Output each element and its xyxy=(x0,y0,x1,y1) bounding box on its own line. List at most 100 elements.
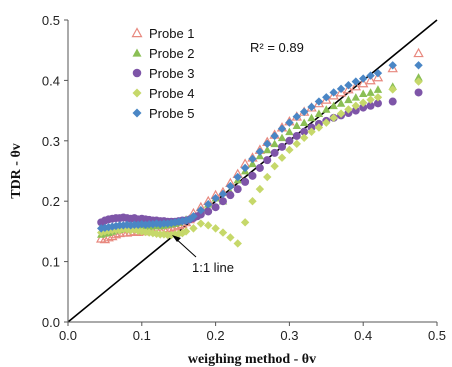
y-tick-label: 0.4 xyxy=(42,73,60,88)
data-point xyxy=(366,88,375,96)
data-point xyxy=(277,153,287,162)
y-tick-label: 0.0 xyxy=(42,315,60,330)
data-point xyxy=(204,200,213,209)
data-point xyxy=(248,197,257,206)
data-point xyxy=(366,71,375,80)
data-point xyxy=(211,203,220,212)
x-tick-label: 0.5 xyxy=(428,328,446,343)
legend-item-probe-1: Probe 1 xyxy=(131,26,195,41)
legend-marker-icon xyxy=(132,68,142,78)
legend-label: Probe 1 xyxy=(149,26,195,41)
data-point xyxy=(299,118,309,127)
data-point xyxy=(226,233,235,242)
data-point xyxy=(285,127,294,136)
data-point xyxy=(270,139,279,148)
legend-item-probe-5: Probe 5 xyxy=(132,106,195,121)
data-point xyxy=(204,207,213,216)
data-point xyxy=(292,112,301,121)
data-point xyxy=(100,223,110,232)
data-point xyxy=(350,81,362,91)
data-point xyxy=(329,113,338,123)
data-point xyxy=(299,133,309,142)
data-point xyxy=(204,221,213,230)
data-point xyxy=(322,118,331,127)
legend: Probe 1 Probe 2 Probe 3 Probe 4 Probe 5 xyxy=(131,26,195,121)
data-point xyxy=(351,93,361,101)
data-point xyxy=(388,85,397,94)
data-point xyxy=(255,184,265,194)
data-point xyxy=(373,93,383,102)
legend-label: Probe 2 xyxy=(149,46,195,61)
data-point xyxy=(218,197,227,206)
data-point xyxy=(414,73,423,81)
data-point xyxy=(366,95,375,104)
data-point xyxy=(233,185,242,194)
data-point xyxy=(285,145,294,155)
data-point xyxy=(388,61,397,70)
data-point xyxy=(196,210,205,219)
data-point xyxy=(366,101,375,110)
y-axis-title: TDR - θv xyxy=(9,143,24,199)
legend-item-probe-2: Probe 2 xyxy=(132,46,195,61)
data-point xyxy=(314,123,324,132)
data-point xyxy=(322,93,331,102)
series-probe-1 xyxy=(95,47,424,244)
one-to-one-line xyxy=(67,19,438,323)
data-point xyxy=(144,228,154,237)
data-point xyxy=(351,101,361,110)
data-point xyxy=(97,224,106,233)
data-point xyxy=(372,71,384,82)
data-point xyxy=(335,87,347,97)
data-point xyxy=(263,172,272,182)
data-point xyxy=(307,127,316,136)
data-point xyxy=(255,147,265,156)
data-point xyxy=(387,62,398,73)
x-tick-label: 0.4 xyxy=(354,328,372,343)
data-point xyxy=(240,163,250,173)
data-point xyxy=(328,90,339,100)
data-point xyxy=(414,88,423,97)
data-point xyxy=(226,181,235,191)
data-point xyxy=(181,227,191,236)
data-point xyxy=(240,218,250,227)
data-point xyxy=(189,224,198,233)
arrow-head-icon xyxy=(172,235,181,242)
y-tick-label: 0.3 xyxy=(42,134,60,149)
data-point xyxy=(336,109,346,118)
tick-labels: 0.0 0.1 0.2 0.3 0.4 0.5 0.0 0.1 0.2 0.3 0.4 0.5 xyxy=(42,13,446,343)
r-squared-label: R² = 0.89 xyxy=(250,40,304,55)
data-point xyxy=(226,191,235,200)
data-point xyxy=(329,101,338,110)
data-point xyxy=(152,219,161,228)
data-point xyxy=(344,95,353,104)
data-point xyxy=(300,127,309,136)
data-point xyxy=(99,233,111,244)
data-point xyxy=(218,228,228,237)
data-point xyxy=(255,163,264,172)
data-point xyxy=(388,97,397,106)
y-tick-label: 0.1 xyxy=(42,255,60,270)
data-point xyxy=(277,124,287,133)
data-point xyxy=(365,74,376,85)
one-to-one-line-annotation: 1:1 line xyxy=(172,235,234,275)
legend-marker-icon xyxy=(132,108,142,118)
data-point xyxy=(270,161,279,171)
series-probe-5 xyxy=(97,61,423,233)
data-point xyxy=(344,81,353,90)
plot-area xyxy=(67,19,438,323)
data-point xyxy=(218,189,228,199)
data-point xyxy=(414,61,423,70)
data-point xyxy=(307,102,316,112)
data-point xyxy=(343,84,354,94)
data-point xyxy=(292,139,301,149)
legend-marker-icon xyxy=(131,27,143,38)
x-tick-label: 0.0 xyxy=(59,328,77,343)
line-label: 1:1 line xyxy=(192,260,234,275)
legend-marker-icon xyxy=(132,88,142,98)
y-tick-label: 0.5 xyxy=(42,13,60,28)
data-point xyxy=(285,136,294,145)
axes xyxy=(64,19,438,326)
data-point xyxy=(373,99,382,108)
data-point xyxy=(413,47,424,58)
